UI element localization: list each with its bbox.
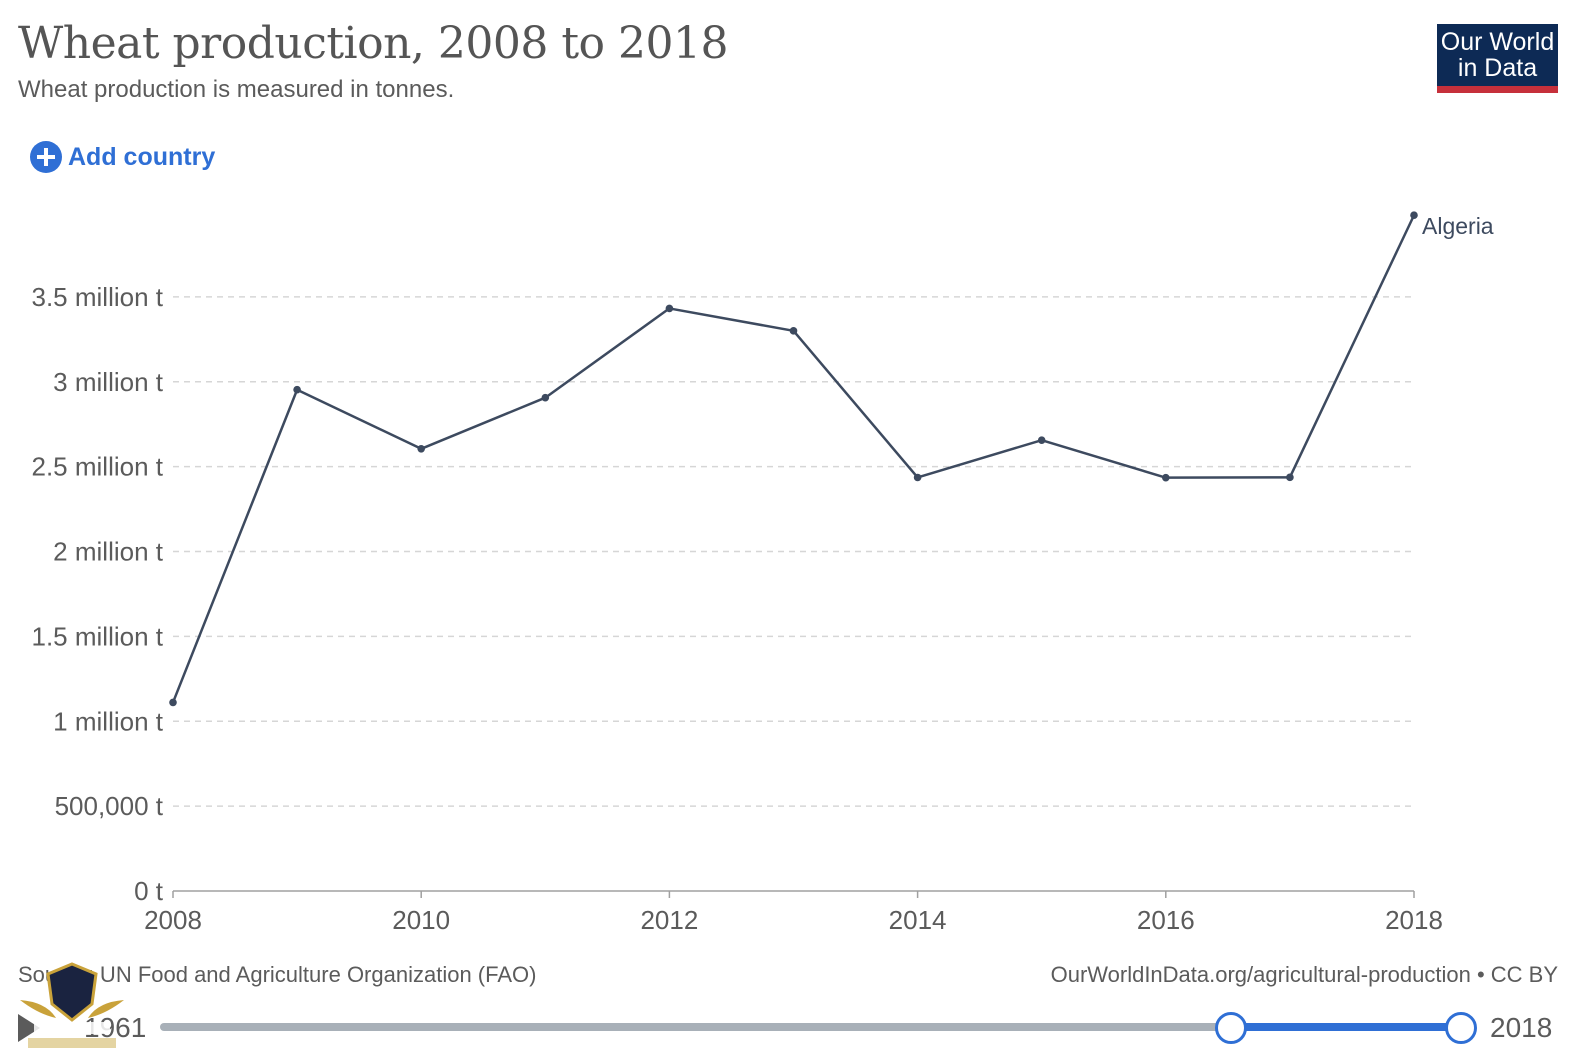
x-tick-label: 2018 (1385, 905, 1443, 935)
data-point (913, 473, 922, 482)
timeline-track[interactable] (160, 1023, 1460, 1031)
timeline-slider[interactable]: 1961 2018 (0, 1000, 1580, 1060)
data-point (1286, 473, 1294, 482)
y-tick-label: 2 million t (53, 537, 164, 567)
series: Algeria (169, 211, 1494, 707)
play-icon[interactable] (18, 1014, 40, 1042)
timeline-selected-range[interactable] (1230, 1023, 1460, 1031)
y-tick-label: 500,000 t (55, 791, 164, 821)
data-point (789, 327, 798, 335)
data-point (1410, 211, 1418, 220)
plus-circle-icon (30, 141, 62, 173)
y-tick-label: 3 million t (53, 367, 164, 397)
credit-link[interactable]: OurWorldInData.org/agricultural-producti… (1050, 962, 1558, 987)
forum-watermark-logo (20, 962, 124, 1048)
x-tick-label: 2014 (889, 905, 947, 935)
logo-line-1: Our World (1440, 28, 1555, 56)
data-point (293, 385, 301, 394)
series-label: Algeria (1422, 213, 1494, 239)
gridlines (173, 296, 1414, 807)
add-country-label: Add country (68, 142, 216, 171)
y-tick-label: 1.5 million t (32, 621, 164, 651)
data-point (541, 393, 550, 402)
add-country-button[interactable]: Add country (30, 141, 215, 173)
y-tick-label: 3.5 million t (32, 282, 164, 312)
chart-subtitle: Wheat production is measured in tonnes. (18, 76, 455, 103)
owid-logo[interactable]: Our World in Data (1437, 24, 1558, 93)
y-tick-label: 0 t (134, 876, 164, 906)
source-note: Source: UN Food and Agriculture Organiza… (18, 962, 537, 987)
y-tick-label: 1 million t (53, 706, 164, 736)
x-axis: 2008 2010 2012 2014 2016 2018 (144, 890, 1443, 935)
timeline-end-label: 2018 (1490, 1012, 1553, 1043)
x-tick-label: 2016 (1137, 905, 1195, 935)
data-point (417, 445, 426, 453)
x-tick-label: 2012 (640, 905, 698, 935)
data-point (1162, 473, 1170, 482)
x-tick-label: 2010 (392, 905, 450, 935)
y-tick-label: 2.5 million t (32, 452, 164, 482)
series-line (171, 214, 1416, 703)
logo-line-2: in Data (1457, 54, 1538, 82)
timeline-start-handle[interactable] (1215, 1012, 1247, 1044)
data-point (665, 304, 674, 313)
data-point (1037, 436, 1046, 444)
x-tick-label: 2008 (144, 905, 202, 935)
timeline-end-handle[interactable] (1445, 1012, 1477, 1044)
data-point (169, 698, 177, 707)
chart-title: Wheat production, 2008 to 2018 (18, 18, 729, 69)
y-axis: 0 t 500,000 t 1 million t 1.5 million t 2 mi… (32, 282, 164, 906)
line-chart: 0 t 500,000 t 1 million t 1.5 million t 2 mi… (32, 211, 1494, 935)
